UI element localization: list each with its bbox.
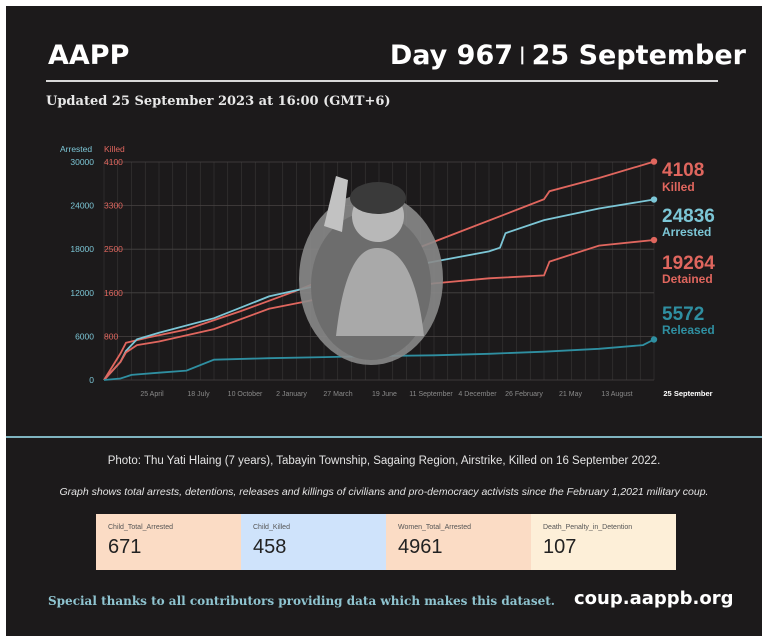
series-line-released [103, 338, 655, 381]
child-photo [299, 176, 443, 365]
stat-women-total-arrested: Women_Total_Arrested 4961 [386, 514, 531, 570]
photo-hair [350, 182, 406, 214]
section-divider [6, 436, 762, 438]
series-end-point [650, 196, 658, 203]
site-link[interactable]: coup.aappb.org [574, 588, 734, 609]
x-tick-label: 18 July [187, 391, 210, 398]
title-separator: | [519, 44, 526, 65]
stat-value: 107 [543, 536, 577, 558]
x-axis: 25 April 18 July 10 October 2 January 27 Mar… [140, 389, 712, 398]
brand-title: AAPP [48, 40, 130, 71]
series-end-value: 19264 [662, 253, 715, 274]
series-end-value: 24836 [662, 206, 715, 227]
series-end-point [650, 158, 658, 165]
stat-death-penalty-in-detention: Death_Penalty_in_Detention 107 [531, 514, 676, 570]
right-tick-label: 3300 [104, 201, 123, 211]
stat-value: 4961 [398, 536, 443, 558]
left-tick-label: 6000 [75, 331, 94, 341]
stat-label: Death_Penalty_in_Detention [543, 524, 633, 531]
left-tick-label: 24000 [70, 201, 94, 211]
series-end-name: Arrested [662, 225, 711, 239]
stat-child-total-arrested: Child_Total_Arrested 671 [96, 514, 241, 570]
header-rule [46, 80, 718, 82]
stat-boxes: Child_Total_Arrested 671 Child_Killed 45… [96, 514, 676, 570]
x-tick-label: 25 April [140, 391, 164, 398]
right-axis-title: Killed [104, 144, 125, 154]
series-end-point [650, 236, 658, 244]
stat-label: Child_Killed [253, 524, 290, 531]
right-tick-label: 2500 [104, 244, 123, 254]
left-tick-label: 30000 [70, 157, 94, 167]
graph-note: Graph shows total arrests, detentions, r… [59, 486, 709, 498]
left-tick-label: 12000 [70, 288, 94, 298]
stat-value: 671 [108, 536, 142, 558]
day-title: Day 967 | 25 September [390, 40, 746, 71]
x-tick-label: 21 May [559, 391, 582, 398]
stat-label: Women_Total_Arrested [398, 524, 472, 531]
stat-value: 458 [253, 536, 287, 558]
x-tick-label: 26 February [505, 391, 543, 398]
photo-raised-hand [324, 176, 348, 232]
infographic-card: AAPP Day 967 | 25 September Updated 25 Sep… [6, 6, 762, 636]
day-date: 25 September [531, 40, 746, 71]
series-end-name: Killed [662, 180, 695, 194]
x-tick-label: 2 January [276, 391, 307, 398]
left-tick-label: 18000 [70, 244, 94, 254]
stat-child-killed: Child_Killed 458 [241, 514, 386, 570]
x-tick-label: 11 September [409, 391, 453, 398]
left-axis: Arrested 0 6000 12000 18000 24000 30000 [60, 144, 94, 385]
right-tick-label: 1600 [104, 288, 123, 298]
x-tick-label: 27 March [323, 391, 352, 398]
series-end-name: Released [662, 323, 715, 337]
left-axis-title: Arrested [60, 144, 92, 154]
x-tick-label: 13 August [601, 391, 632, 398]
x-tick-label: 4 December [458, 391, 497, 398]
cumulative-chart: Arrested 0 6000 12000 18000 24000 30000 Killed… [60, 144, 715, 398]
series-end-value: 5572 [662, 304, 704, 325]
updated-timestamp: Updated 25 September 2023 at 16:00 (GMT+… [46, 94, 391, 109]
series-end-point [650, 336, 658, 343]
right-tick-label: 4100 [104, 157, 123, 167]
right-tick-label: 800 [104, 331, 118, 341]
left-tick-label: 0 [89, 375, 94, 385]
x-tick-label: 10 October [228, 391, 263, 398]
day-count: Day 967 [389, 40, 514, 71]
stat-label: Child_Total_Arrested [108, 524, 173, 531]
x-tick-label: 19 June [372, 391, 397, 398]
right-axis: Killed 800 1600 2500 3300 4100 [104, 144, 125, 341]
x-tick-label: 25 September [663, 389, 712, 398]
photo-body [336, 247, 424, 336]
series-end-name: Detained [662, 272, 713, 286]
series-end-value: 4108 [662, 160, 704, 181]
photo-credit: Photo: Thu Yati Hlaing (7 years), Tabayi… [107, 455, 661, 467]
thanks-note: Special thanks to all contributors provi… [48, 594, 555, 608]
